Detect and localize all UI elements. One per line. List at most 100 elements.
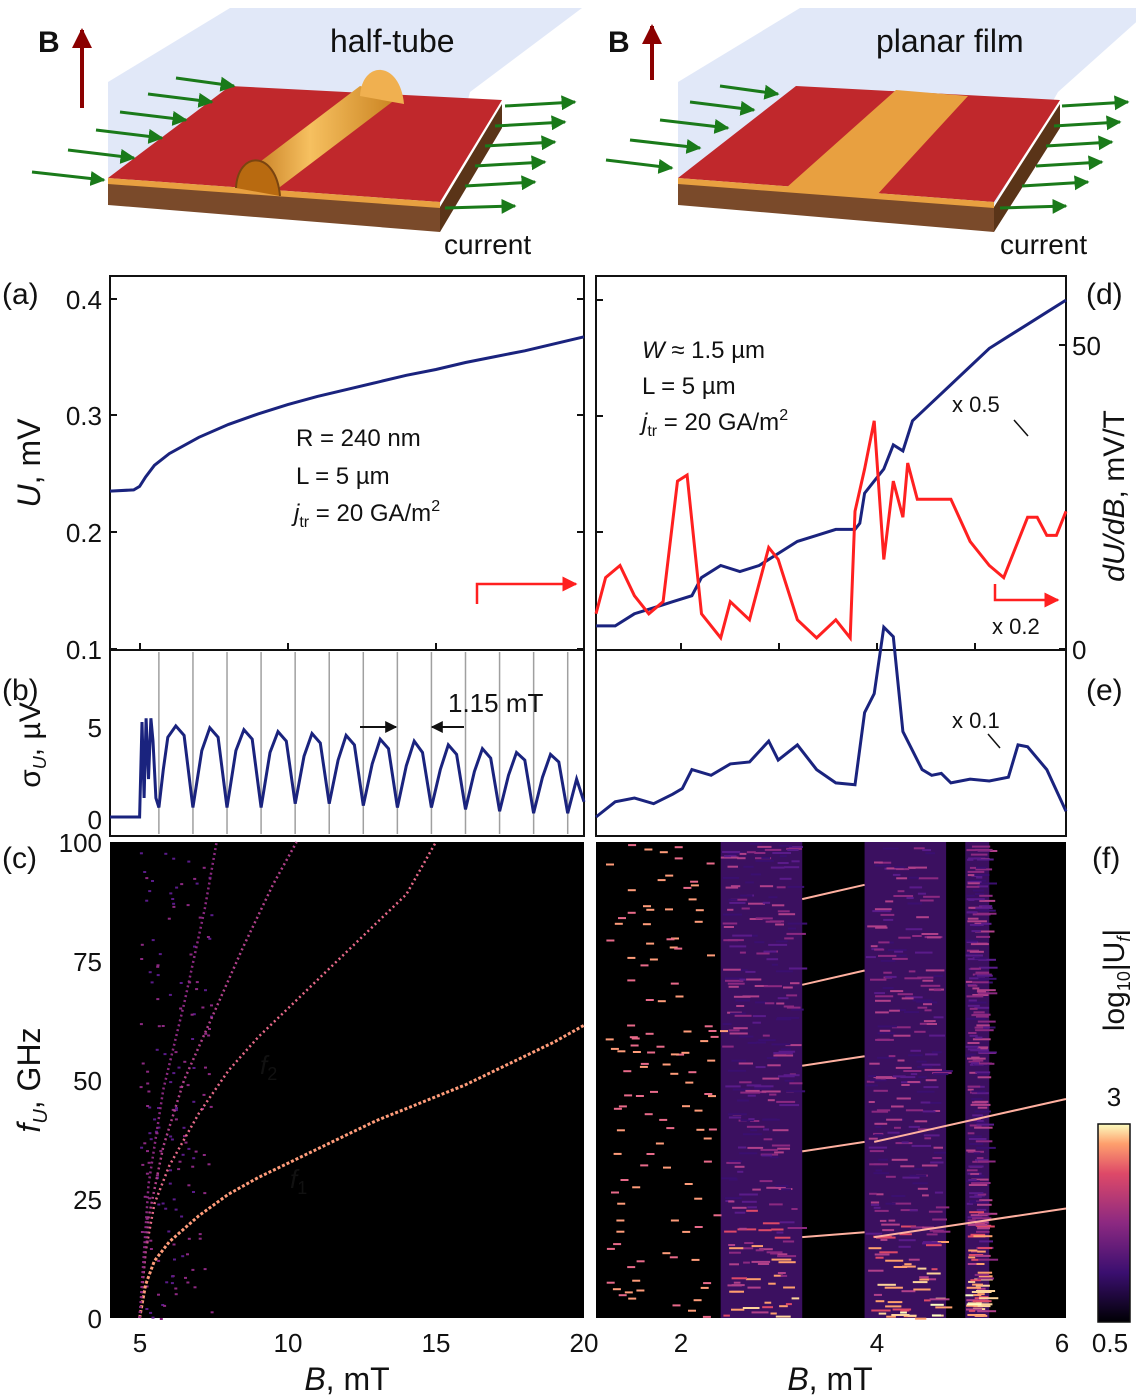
dot-f — [657, 879, 666, 882]
dot-f — [708, 1030, 717, 1032]
trace-f — [802, 1231, 865, 1239]
band-cell-f — [727, 982, 745, 985]
band-cell-f — [766, 958, 779, 961]
band-cell-f — [722, 1045, 734, 1048]
band-cell-f — [973, 1235, 993, 1238]
band-cell-f — [778, 913, 796, 916]
noise-c — [210, 1311, 214, 1314]
band-cell-f — [971, 1101, 987, 1104]
band-cell-f — [886, 1118, 903, 1121]
band-cell-f — [975, 1284, 990, 1287]
band-cell-f — [765, 920, 781, 923]
band-cell-f — [920, 984, 941, 987]
noise-c — [172, 905, 176, 908]
ytick-c-0: 0 — [88, 1304, 102, 1334]
band-cell-f — [866, 1080, 875, 1083]
band-cell-f — [926, 1272, 941, 1275]
band-cell-f — [775, 940, 788, 943]
noise-c — [169, 1135, 173, 1138]
band-cell-f — [912, 1281, 928, 1284]
band-cell-f — [783, 1005, 794, 1008]
noise-c — [203, 1192, 207, 1195]
band-cell-f — [777, 1255, 797, 1258]
dot-f — [618, 917, 626, 920]
band-cell-f — [741, 1200, 757, 1203]
band-cell-f — [878, 941, 890, 944]
noise-c — [147, 1090, 151, 1093]
band-cell-f — [777, 1253, 788, 1256]
band-cell-f — [883, 971, 892, 974]
noise-c — [190, 1013, 194, 1016]
dot-f — [694, 1226, 703, 1228]
noise-c — [149, 1248, 153, 1250]
dot-f — [623, 1070, 632, 1073]
substrate — [678, 183, 994, 232]
band-cell-f — [925, 1079, 937, 1082]
band-cell-f — [732, 934, 752, 937]
dot-f — [688, 898, 697, 901]
band-cell-f — [875, 926, 888, 929]
noise-c — [145, 1172, 149, 1175]
noise-c — [163, 1304, 167, 1307]
dot-f — [640, 964, 649, 967]
noise-c — [156, 974, 160, 977]
dot-f — [704, 1025, 713, 1028]
right-axis-arrow-a — [475, 576, 578, 604]
band-cell-f — [967, 1001, 987, 1004]
band-cell-f — [924, 1137, 932, 1140]
band-cell-f — [868, 1247, 882, 1250]
band-cell-f — [754, 941, 765, 944]
dot-f — [681, 1051, 690, 1054]
band-cell-f — [771, 1043, 791, 1046]
dot-f — [627, 889, 636, 892]
band-cell-f — [915, 951, 933, 954]
band-cell-f — [865, 1084, 878, 1087]
band-cell-f — [976, 912, 997, 915]
dot-f — [613, 1152, 622, 1155]
band-cell-f — [769, 1093, 777, 1096]
band-cell-f — [868, 1137, 878, 1140]
band-cell-f — [917, 1187, 928, 1190]
noise-c — [146, 1070, 150, 1073]
colorbar-label: log10|Uf| — [1098, 929, 1134, 1031]
band-cell-f — [877, 1025, 897, 1028]
band-cell-f — [898, 1239, 916, 1242]
band-cell-f — [728, 1029, 740, 1032]
band-cell-f — [737, 857, 746, 860]
noise-c — [192, 1191, 195, 1193]
noise-c — [158, 953, 162, 956]
trace-f — [874, 1207, 1067, 1239]
band-cell-f — [974, 1305, 991, 1308]
band-cell-f — [868, 1269, 884, 1272]
band-cell-f — [785, 1016, 800, 1019]
band-cell-f — [739, 1035, 754, 1038]
dot-f — [670, 982, 679, 985]
band-cell-f — [727, 1069, 747, 1072]
noise-c — [155, 1048, 159, 1051]
dot-f — [674, 857, 683, 860]
band-cell-f — [868, 1075, 876, 1078]
band-cell-f — [738, 1146, 747, 1149]
band-cell-f — [750, 1129, 758, 1132]
band-cell-f — [909, 886, 923, 889]
band-cell-f — [920, 1101, 931, 1104]
dot-f — [700, 1040, 709, 1043]
dot-f — [657, 1000, 666, 1003]
noise-c — [139, 1086, 143, 1089]
band-cell-f — [968, 1165, 984, 1168]
panel-label-c: (c) — [2, 842, 37, 875]
band-cell-f — [791, 1297, 800, 1300]
band-cell-f — [977, 989, 996, 992]
band-cell-f — [969, 1124, 982, 1127]
band-cell-f — [925, 969, 945, 972]
band-cell-f — [966, 1017, 986, 1020]
substrate — [108, 183, 440, 232]
noise-c — [157, 1259, 161, 1262]
band-cell-f — [967, 1088, 974, 1091]
band-cell-f — [889, 1009, 900, 1012]
band-cell-f — [767, 1064, 781, 1067]
noise-c — [183, 1060, 187, 1063]
band-cell-f — [967, 920, 987, 923]
noise-c — [175, 886, 179, 889]
dot-f — [690, 884, 699, 887]
